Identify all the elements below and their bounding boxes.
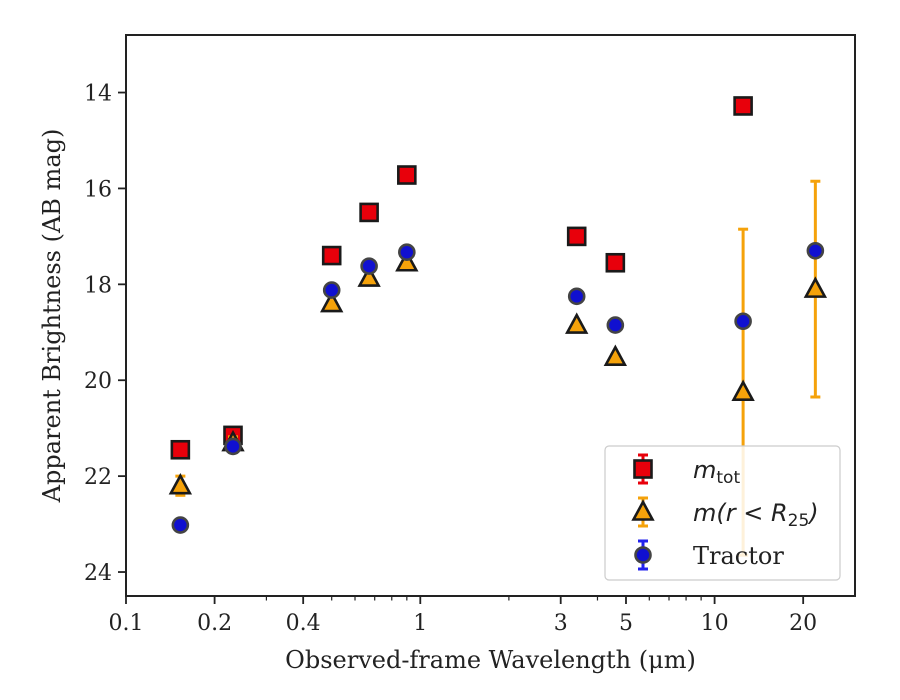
legend-label: Tractor	[693, 542, 784, 570]
point-mr25	[603, 344, 628, 367]
legend-label: m(r < R25)	[693, 499, 819, 531]
data-marks	[168, 96, 828, 557]
point-mr25	[731, 379, 755, 402]
point-mtot	[170, 439, 191, 460]
point-mr25	[565, 312, 589, 334]
legend-marker	[631, 499, 655, 521]
legend-box	[604, 445, 841, 581]
y-tick-label: 14	[84, 82, 112, 107]
plot-frame	[125, 34, 856, 597]
x-tick-label: 5	[619, 611, 633, 636]
y-tick-label: 24	[84, 561, 112, 586]
point-mtot	[397, 165, 417, 185]
point-mtot	[605, 252, 626, 273]
x-axis: 0.1 0.2 0.4 1 3 5 10 20	[109, 596, 817, 636]
series-tractor	[171, 241, 825, 534]
x-tick-label: 0.4	[286, 611, 321, 636]
legend-entry-tractor: Tractor	[634, 539, 784, 571]
legend-entry-mr25: m(r < R25)	[631, 496, 819, 531]
point-mr25	[395, 250, 419, 272]
y-tick-label: 22	[84, 465, 112, 490]
point-mr25	[320, 290, 344, 313]
point-mtot	[321, 245, 342, 266]
legend-entry-mtot: mtot	[633, 453, 740, 488]
point-tractor	[567, 287, 586, 306]
x-tick-label: 10	[701, 611, 729, 636]
point-mtot	[359, 202, 379, 223]
point-tractor	[171, 516, 190, 534]
legend: mtot m(r < R25) Tractor	[604, 445, 841, 581]
x-axis-label: Observed-frame Wavelength (μm)	[285, 646, 696, 674]
legend-label-subscript: 25	[788, 511, 810, 531]
point-mr25	[803, 276, 828, 298]
point-tractor	[806, 241, 825, 260]
x-tick-label: 0.1	[109, 611, 144, 636]
point-tractor	[360, 257, 378, 275]
y-axis-label: Apparent Brightness (AB mag)	[38, 129, 66, 504]
series-mtot	[170, 96, 753, 460]
point-mtot	[733, 96, 753, 116]
y-tick-label: 16	[84, 177, 112, 202]
point-tractor	[606, 316, 625, 334]
point-mr25	[168, 472, 193, 495]
x-tick-label: 20	[789, 611, 817, 636]
point-mtot	[566, 226, 587, 247]
legend-marker	[634, 546, 652, 564]
y-axis: 14 16 18 20 22 24	[84, 82, 126, 586]
point-tractor	[322, 281, 341, 299]
x-tick-label: 0.2	[197, 611, 232, 636]
legend-label-main: m(r < R	[693, 499, 788, 527]
legend-marker	[633, 459, 653, 479]
x-tick-label: 3	[554, 611, 568, 636]
legend-label-tail: )	[807, 499, 818, 527]
legend-label-main: m	[693, 456, 716, 484]
legend-label-subscript: tot	[716, 468, 740, 488]
y-tick-label: 20	[84, 369, 112, 394]
y-tick-label: 18	[84, 273, 112, 298]
point-tractor	[398, 243, 416, 262]
point-tractor	[224, 437, 242, 456]
point-tractor	[734, 312, 752, 331]
x-tick-label: 1	[413, 611, 427, 636]
legend-label: mtot	[693, 456, 740, 488]
point-mr25	[357, 265, 381, 287]
